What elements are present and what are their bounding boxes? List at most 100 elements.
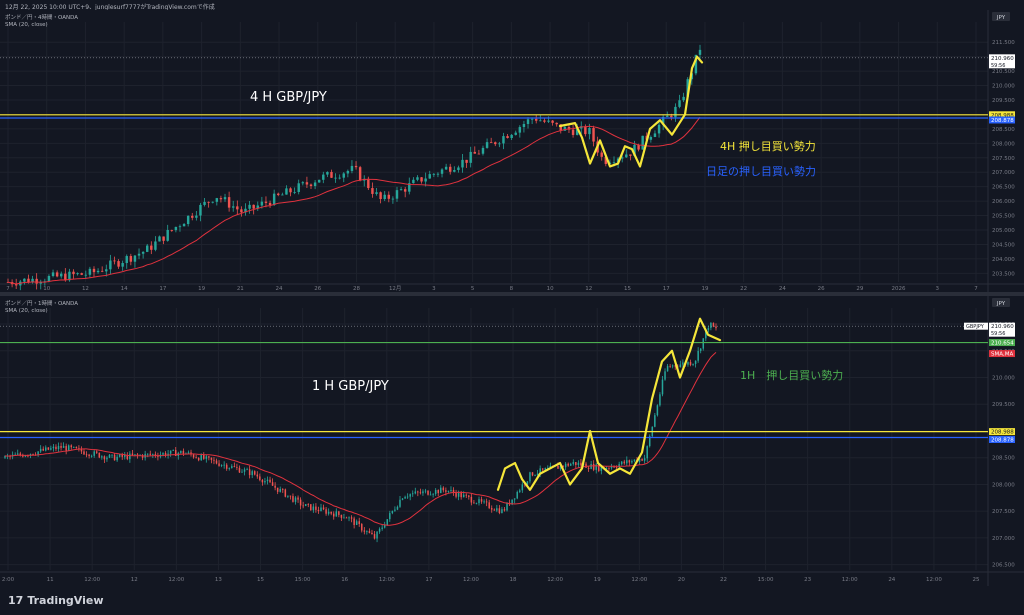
candle [187,452,190,454]
candle [256,205,259,209]
candle [211,201,214,203]
candle [432,173,436,175]
sma-line [7,116,701,285]
candle [340,514,343,518]
symbol-info: ポンド／円・1時間・OANDA [5,299,78,307]
candle [671,365,674,367]
candle [674,365,676,367]
y-tick-label: 207.000 [992,536,1015,542]
candle [154,454,157,456]
candle [342,173,345,178]
candle [302,505,304,507]
price-label: 208.988 [991,430,1014,436]
x-tick-label: 12月 [389,285,402,292]
candle [682,96,685,101]
candle [481,147,485,154]
x-tick-label: 14 [121,286,128,292]
candle [519,490,521,492]
candle [72,271,75,275]
candle [539,120,542,122]
candle [108,454,111,458]
pane-separator[interactable] [0,292,1024,296]
candle [375,192,378,194]
candle [396,506,399,510]
pane-background [0,296,1024,586]
x-tick-label: 7 [974,286,978,292]
x-tick-label: 18 [510,577,517,583]
candle [65,446,67,451]
candle [373,534,376,539]
chart-4h-svg[interactable]: 211.500211.000210.500210.000209.500209.0… [0,10,1024,292]
price-label: 208.878 [991,438,1014,444]
candle [403,189,407,192]
candle [343,517,345,519]
candle [136,454,139,456]
chart-1h-svg[interactable]: 211.000210.500210.000209.500209.000208.5… [0,296,1024,586]
candle [475,503,478,504]
candle [571,129,575,135]
candle [215,460,218,464]
candle [610,466,613,469]
candle [236,466,238,468]
candle [274,485,276,488]
y-tick-label: 210.000 [992,84,1015,90]
price-label-countdown: 59:56 [991,63,1005,69]
candle [129,256,133,262]
candle [422,491,424,494]
candle [414,491,417,494]
candle [705,330,707,339]
x-tick-label: 19 [198,286,205,292]
candle [592,128,595,142]
candle [137,253,141,256]
candle [279,489,281,492]
candle [152,454,154,455]
candle [281,194,284,196]
x-tick-label: 10 [547,286,554,292]
candle [345,517,348,519]
candle [478,499,480,504]
tradingview-logo[interactable]: 17 TradingView [8,594,104,607]
candle [539,468,541,474]
candle [608,468,610,469]
candle [98,452,101,458]
x-tick-label: 12:00 [379,577,395,583]
candle [227,197,231,208]
candle [264,201,268,203]
candle [325,509,327,514]
candle [563,126,567,131]
candle [218,463,220,466]
candle [462,494,465,498]
chart-pane-4h[interactable]: 211.500211.000210.500210.000209.500209.0… [0,10,1024,298]
candle [31,278,34,283]
candle [42,448,44,451]
price-label-box [989,111,1015,119]
candle [145,245,149,252]
candle [547,467,549,469]
x-tick-label: 12:00 [168,577,184,583]
candle [141,455,144,458]
y-tick-label: 207.000 [992,170,1015,176]
candle [427,490,429,495]
candle [191,215,194,218]
candle [207,201,210,203]
candle [469,151,472,163]
candle [485,142,489,148]
candle [656,405,659,416]
symbol-tag-box [964,322,988,330]
candle [598,464,600,471]
candle [518,127,522,133]
candle [60,446,62,448]
x-tick-label: 25 [973,577,980,583]
candle [605,468,608,470]
chart-pane-1h[interactable]: 211.000210.500210.000209.500209.000208.5… [0,296,1024,586]
candle [444,166,448,170]
candle [84,274,88,276]
candle [170,229,174,231]
candle [445,490,447,492]
candle [629,154,632,156]
x-tick-label: 21 [237,286,244,292]
candle [450,489,452,491]
candle [166,229,169,241]
candle [358,167,362,181]
candle [253,471,256,475]
